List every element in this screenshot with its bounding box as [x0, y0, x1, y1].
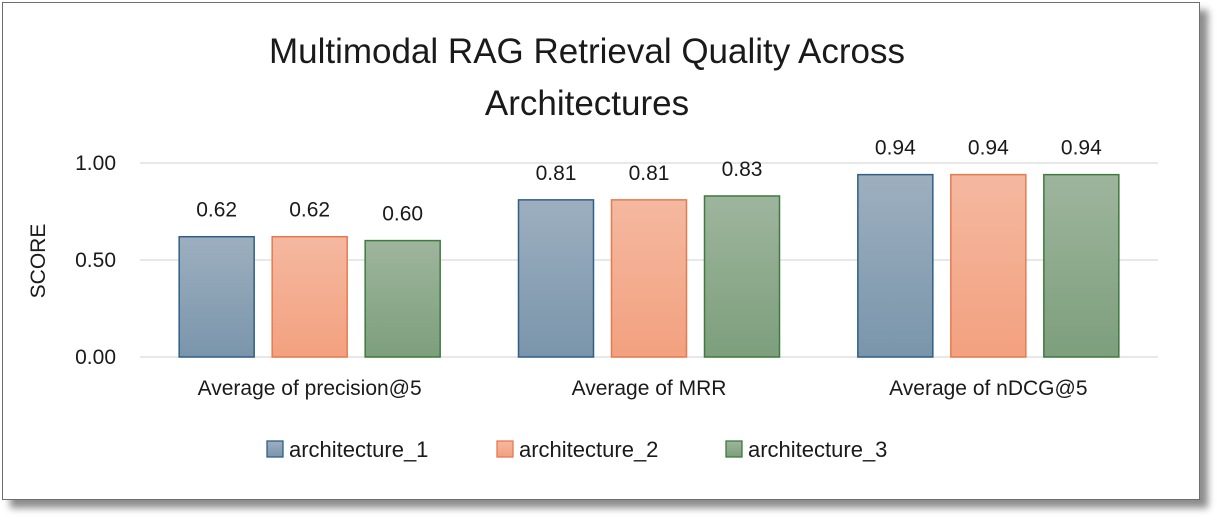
x-category-label: Average of precision@5 [198, 377, 422, 400]
bars [178, 173, 1120, 358]
chart-title-line-1: Multimodal RAG Retrieval Quality Across [269, 32, 905, 71]
bar-architecture_2-1 [610, 199, 688, 358]
data-label-architecture_1-1: 0.81 [536, 162, 577, 185]
bar-architecture_1-0 [178, 235, 255, 358]
data-label-architecture_3-1: 0.83 [722, 158, 763, 181]
y-tick-label: 1.00 [75, 152, 116, 175]
bar-architecture_1-2 [857, 173, 934, 358]
legend-label: architecture_2 [519, 437, 658, 462]
legend-swatch [496, 440, 514, 458]
legend: architecture_1 architecture_2 architecture… [266, 437, 887, 462]
legend-label: architecture_3 [748, 437, 887, 462]
legend-item-architecture_2: architecture_2 [496, 437, 658, 462]
bar-architecture_1-1 [517, 199, 595, 358]
chart-title-line-2: Architectures [485, 84, 689, 123]
data-labels: 0.62 0.62 0.60 0.81 0.81 0.83 0.94 0.94 0.94 [196, 137, 1102, 226]
data-label-architecture_3-0: 0.60 [382, 203, 423, 226]
x-category-label: Average of MRR [572, 377, 727, 400]
bar-architecture_3-1 [703, 195, 781, 358]
legend-label: architecture_1 [289, 437, 428, 462]
chart-svg: Multimodal RAG Retrieval Quality Across … [27, 32, 1158, 462]
y-tick-label: 0.50 [75, 249, 116, 272]
data-label-architecture_2-2: 0.94 [968, 137, 1009, 160]
chart-frame: Multimodal RAG Retrieval Quality Across … [2, 2, 1200, 500]
data-label-architecture_1-0: 0.62 [196, 199, 237, 222]
data-label-architecture_3-2: 0.94 [1061, 137, 1102, 160]
bar-architecture_2-0 [271, 235, 348, 358]
legend-item-architecture_1: architecture_1 [266, 437, 428, 462]
data-label-architecture_1-2: 0.94 [875, 137, 916, 160]
bar-architecture_3-2 [1043, 173, 1120, 358]
legend-item-architecture_3: architecture_3 [725, 437, 887, 462]
y-axis-ticks: 0.00 0.50 1.00 [75, 152, 116, 369]
chart-title: Multimodal RAG Retrieval Quality Across … [269, 32, 905, 123]
legend-swatch [725, 440, 743, 458]
bar-architecture_2-2 [950, 173, 1027, 358]
y-tick-label: 0.00 [75, 346, 116, 369]
bar-architecture_3-0 [364, 239, 441, 358]
x-category-label: Average of nDCG@5 [889, 377, 1087, 400]
data-label-architecture_2-1: 0.81 [629, 162, 670, 185]
legend-swatch [266, 440, 284, 458]
data-label-architecture_2-0: 0.62 [289, 199, 330, 222]
y-axis-label: SCORE [27, 224, 50, 299]
x-axis-categories: Average of precision@5 Average of MRR Aver… [198, 377, 1088, 400]
